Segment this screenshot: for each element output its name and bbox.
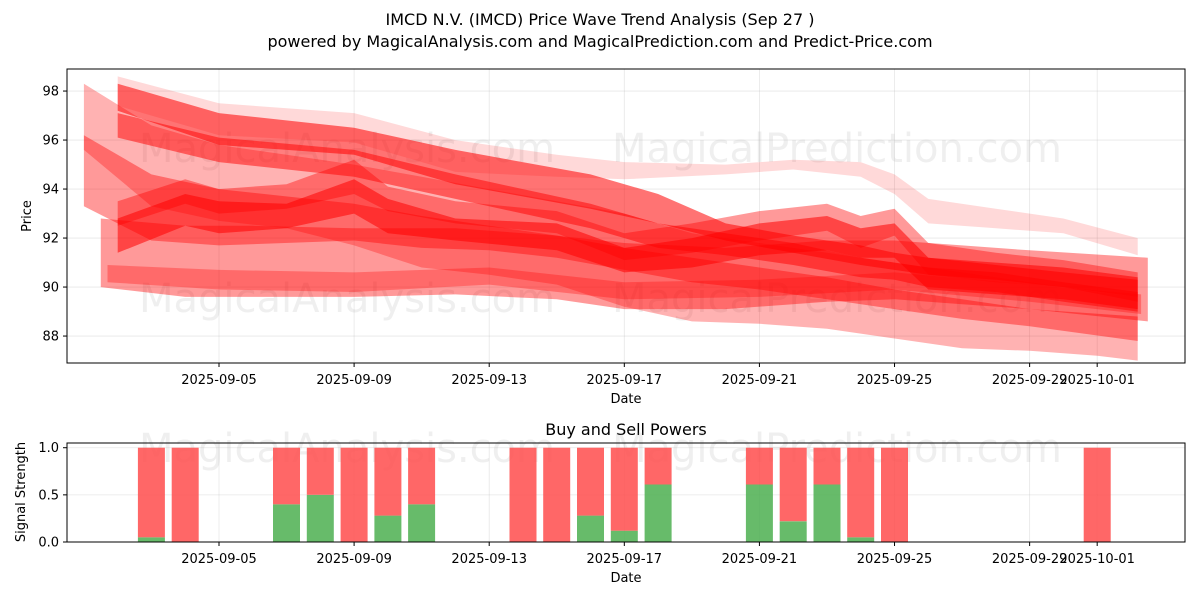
signal-x-tick-label: 2025-09-13 [451,552,527,567]
buy-power-bar [745,484,773,542]
signal-x-tick-label: 2025-09-05 [181,552,257,567]
price-wave-band-3 [83,135,1138,341]
signal-chart-x-ticks: 2025-09-05 2025-09-09 2025-09-13 2025-09-17… [181,542,1135,567]
signal-chart-ylabel: Signal Strength [14,442,29,542]
sell-power-bar [340,447,368,542]
sell-power-bar [610,447,638,531]
sell-power-bar [813,447,841,485]
price-chart-frame [66,68,1186,364]
price-chart-x-ticks: 2025-09-05 2025-09-09 2025-09-13 2025-09-17… [181,363,1135,388]
signal-x-tick-label: 2025-09-09 [316,552,392,567]
price-y-tick-label: 98 [42,85,59,100]
price-wave-band-9 [107,265,1142,314]
price-wave-band-5 [100,218,1148,322]
buy-power-bar [273,504,300,542]
sell-power-bar [881,447,908,542]
sell-power-bar [171,447,199,542]
sell-power-bar [779,447,807,522]
sell-power-bar [1083,447,1111,542]
price-y-tick-label: 88 [42,330,59,345]
sell-power-bar [137,447,165,538]
signal-x-tick-label: 2025-09-21 [722,552,798,567]
price-chart-y-ticks: 88 90 92 94 96 98 [42,85,67,345]
signal-chart-frame [66,442,1186,543]
sell-power-bar [745,447,773,485]
price-y-tick-label: 90 [42,281,59,296]
watermark-analysis-mid: MagicalAnalysis.com [139,276,555,322]
buy-power-bar [644,484,672,542]
price-chart-xlabel: Date [610,392,641,407]
price-x-tick-label: 2025-09-05 [181,373,257,388]
buy-power-bar [779,521,807,542]
sell-power-bar [374,447,402,516]
figure-title-line2: powered by MagicalAnalysis.com and Magic… [267,32,932,51]
signal-x-tick-label: 2025-09-17 [587,552,663,567]
price-wave-band-6 [117,76,1138,256]
signal-chart-title: Buy and Sell Powers [545,420,707,439]
signal-chart: Buy and Sell Powers MagicalAnalysis.com … [14,420,1186,586]
signal-y-tick-label: 0.5 [38,488,59,503]
price-x-tick-label: 2025-09-25 [857,373,933,388]
sell-power-bar [509,447,537,542]
signal-bars [137,447,1111,542]
buy-power-bar [847,537,875,542]
price-x-tick-label: 2025-09-13 [451,373,527,388]
price-chart-ylabel: Price [20,200,35,232]
buy-power-bar [374,515,402,542]
buy-power-bar [306,494,334,542]
price-y-tick-label: 92 [42,232,59,247]
price-chart: MagicalAnalysis.com MagicalPrediction.co… [20,68,1186,407]
sell-power-bar [577,447,604,516]
sell-power-bar [273,447,300,505]
buy-power-bar [408,504,436,542]
sell-power-bar [408,447,436,505]
buy-power-bar [610,530,638,542]
signal-chart-xlabel: Date [610,571,641,586]
price-x-tick-label: 2025-09-21 [722,373,798,388]
price-y-tick-label: 94 [42,183,59,198]
signal-y-tick-label: 0.0 [38,536,59,551]
signal-x-tick-label: 2025-09-25 [857,552,933,567]
sell-power-bar [543,447,571,542]
price-wave-band-8 [117,113,1138,312]
buy-power-bar [137,537,165,542]
signal-chart-y-ticks: 0.0 0.5 1.0 [38,441,67,551]
signal-x-tick-label: 2025-09-29 [992,552,1068,567]
watermark-prediction-top: MagicalPrediction.com [612,126,1062,172]
sell-power-bar [306,447,334,495]
buy-power-bar [577,515,604,542]
price-x-tick-label: 2025-09-09 [316,373,392,388]
signal-y-tick-label: 1.0 [38,441,59,456]
price-wave-bands [83,76,1148,361]
price-wave-band-2 [117,179,1138,310]
price-wave-band-7 [117,159,1138,302]
price-x-tick-label: 2025-09-29 [992,373,1068,388]
price-x-tick-label: 2025-10-01 [1059,373,1135,388]
price-x-tick-label: 2025-09-17 [587,373,663,388]
buy-power-bar [813,484,841,542]
sell-power-bar [847,447,875,538]
price-y-tick-label: 96 [42,134,59,149]
sell-power-bar [644,447,672,485]
price-wave-band-1 [117,83,1138,297]
signal-x-tick-label: 2025-10-01 [1059,552,1135,567]
figure-title-line1: IMCD N.V. (IMCD) Price Wave Trend Analys… [386,10,815,29]
